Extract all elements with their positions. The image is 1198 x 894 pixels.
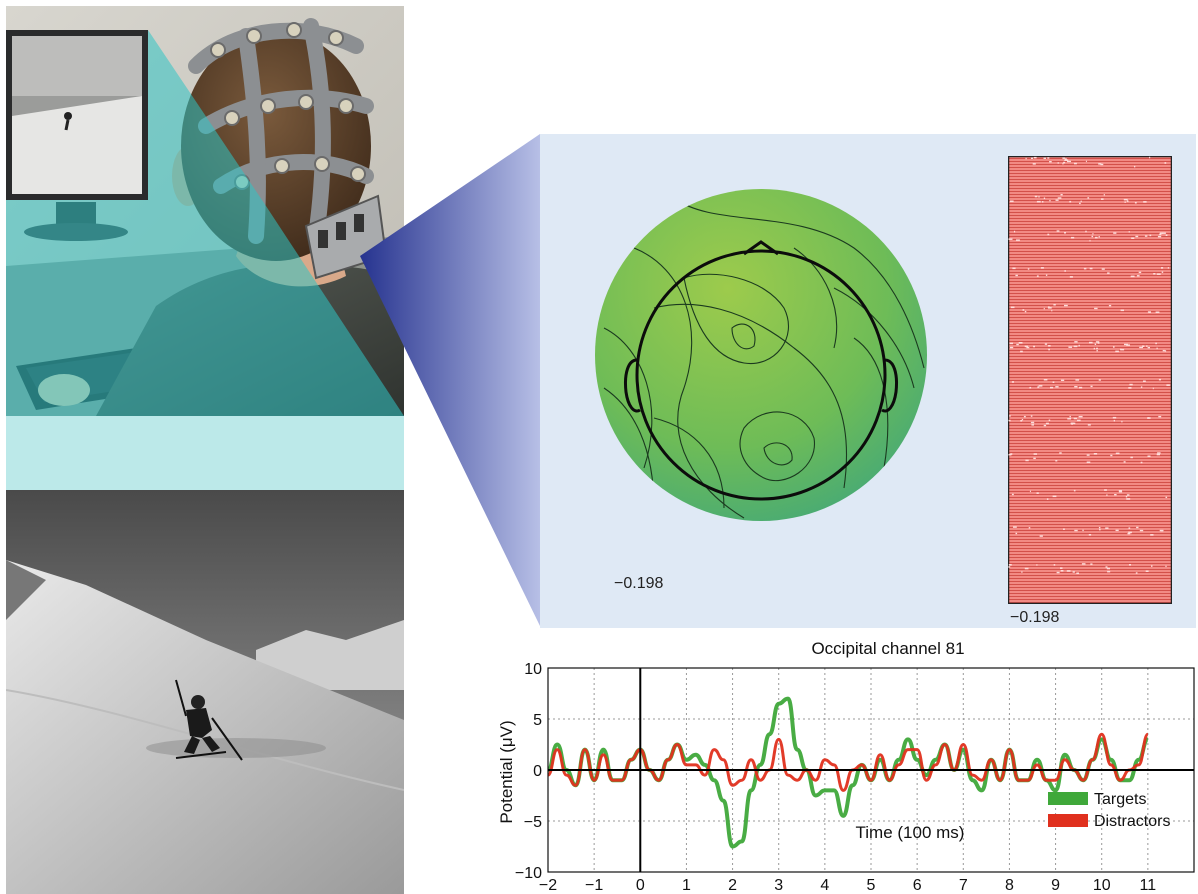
y-tick-label: −5 xyxy=(524,814,542,831)
legend-label-distractors: Distractors xyxy=(1094,813,1170,830)
x-axis-label: Time (100 ms) xyxy=(856,823,965,842)
x-tick-label: −1 xyxy=(585,877,603,892)
legend-label-targets: Targets xyxy=(1094,791,1146,808)
x-tick-label: 2 xyxy=(728,877,737,892)
y-tick-label: 5 xyxy=(533,712,542,729)
chart-legend: Targets Distractors xyxy=(1048,791,1170,830)
x-tick-label: 0 xyxy=(636,877,645,892)
head-outline xyxy=(624,240,898,501)
y-tick-label: −10 xyxy=(515,865,542,882)
x-tick-label: 7 xyxy=(959,877,968,892)
x-tick-label: 5 xyxy=(867,877,876,892)
x-tick-label: 10 xyxy=(1093,877,1111,892)
x-tick-label: 8 xyxy=(1005,877,1014,892)
y-tick-label: 0 xyxy=(533,763,542,780)
legend-swatch-distractors xyxy=(1048,814,1088,827)
chart-title: Occipital channel 81 xyxy=(811,639,964,658)
y-axis-label: Potential (μV) xyxy=(497,720,516,823)
signal-projection xyxy=(360,134,540,626)
erp-line-chart: Occipital channel 81 Potential (μV) −2 −1… xyxy=(497,639,1195,892)
skier xyxy=(146,679,326,761)
beam-to-stimulus xyxy=(6,416,404,490)
scalp-topography-map xyxy=(595,189,927,521)
x-tick-label: −2 xyxy=(539,877,557,892)
x-tick-label: 1 xyxy=(682,877,691,892)
chart-axes xyxy=(547,667,1195,873)
x-tick-label: 11 xyxy=(1140,877,1157,892)
skier-stimulus-photo xyxy=(6,490,404,894)
trial-raster-min-label: −0.198 xyxy=(1010,609,1060,626)
x-tick-label: 3 xyxy=(774,877,783,892)
trial-raster-image xyxy=(1008,156,1172,604)
screen-projection-beam xyxy=(6,30,404,416)
x-tick-label: 9 xyxy=(1051,877,1060,892)
legend-swatch-targets xyxy=(1048,792,1088,805)
monitor xyxy=(6,30,148,241)
eeg-subject-photo xyxy=(6,6,404,416)
x-tick-label: 6 xyxy=(913,877,922,892)
scalp-map-min-label: −0.198 xyxy=(614,575,664,592)
y-tick-label: 10 xyxy=(524,661,542,678)
x-tick-label: 4 xyxy=(820,877,829,892)
